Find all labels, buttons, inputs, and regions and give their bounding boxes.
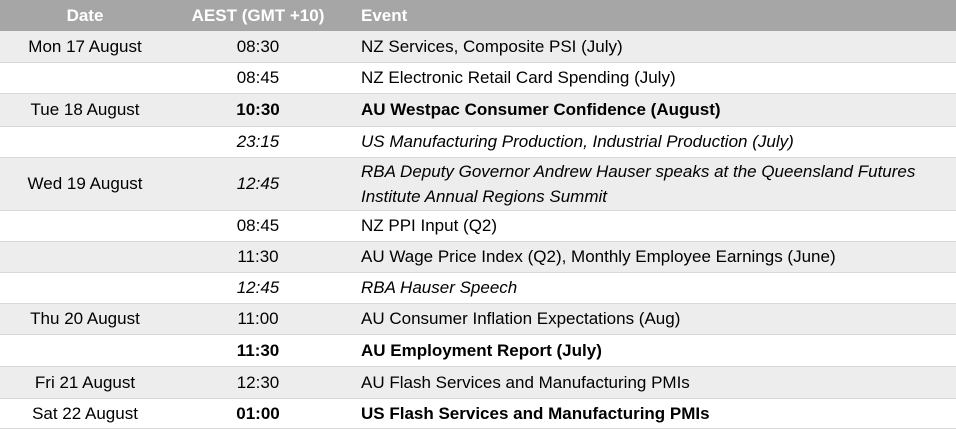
date-cell [0,62,170,94]
event-cell: AU Flash Services and Manufacturing PMIs [346,366,956,399]
event-cell: US Flash Services and Manufacturing PMIs [346,398,956,429]
table-row: Mon 17 August 08:30 NZ Services, Composite… [0,31,956,63]
event-cell: RBA Deputy Governor Andrew Hauser speaks… [346,157,956,211]
time-cell: 10:30 [170,93,346,127]
header-cell: Date [0,0,170,31]
event-cell: NZ Electronic Retail Card Spending (July… [346,62,956,94]
table-row: 08:45 NZ Electronic Retail Card Spending … [0,62,956,94]
table-row: 08:45 NZ PPI Input (Q2) [0,210,956,242]
event-cell: AU Consumer Inflation Expectations (Aug) [346,303,956,335]
header-cell: Event [346,0,956,31]
time-cell: 01:00 [170,398,346,429]
time-cell: 08:30 [170,31,346,63]
date-cell: Fri 21 August [0,366,170,399]
event-cell: RBA Hauser Speech [346,272,956,304]
table-row: 23:15 US Manufacturing Production, Indust… [0,126,956,158]
event-cell: AU Employment Report (July) [346,334,956,367]
date-cell: Thu 20 August [0,303,170,335]
date-cell [0,241,170,273]
time-cell: 08:45 [170,210,346,242]
header-cell: AEST (GMT +10) [170,0,346,31]
date-cell [0,126,170,158]
time-cell: 12:30 [170,366,346,399]
table-row: Wed 19 August 12:45 RBA Deputy Governor An… [0,157,956,211]
header-row: Date AEST (GMT +10) Event [0,0,956,31]
time-cell: 12:45 [170,272,346,304]
event-cell: AU Westpac Consumer Confidence (August) [346,93,956,127]
date-cell [0,210,170,242]
event-cell: US Manufacturing Production, Industrial … [346,126,956,158]
date-cell [0,334,170,367]
table-row: Thu 20 August 11:00 AU Consumer Inflation … [0,303,956,335]
table-body: Mon 17 August 08:30 NZ Services, Composite… [0,31,956,429]
time-cell: 11:30 [170,241,346,273]
event-cell: NZ Services, Composite PSI (July) [346,31,956,63]
time-cell: 11:30 [170,334,346,367]
time-cell: 11:00 [170,303,346,335]
time-cell: 23:15 [170,126,346,158]
time-cell: 12:45 [170,157,346,211]
table-row: Tue 18 August 10:30 AU Westpac Consumer Co… [0,93,956,127]
table-row: 11:30 AU Employment Report (July) [0,334,956,367]
event-cell: AU Wage Price Index (Q2), Monthly Employ… [346,241,956,273]
date-cell: Tue 18 August [0,93,170,127]
table-row: Sat 22 August 01:00 US Flash Services and … [0,398,956,429]
event-cell: NZ PPI Input (Q2) [346,210,956,242]
time-cell: 08:45 [170,62,346,94]
table-row: Fri 21 August 12:30 AU Flash Services and … [0,366,956,399]
date-cell [0,272,170,304]
table-row: 12:45 RBA Hauser Speech [0,272,956,304]
date-cell: Sat 22 August [0,398,170,429]
date-cell: Wed 19 August [0,157,170,211]
table-row: 11:30 AU Wage Price Index (Q2), Monthly E… [0,241,956,273]
date-cell: Mon 17 August [0,31,170,63]
